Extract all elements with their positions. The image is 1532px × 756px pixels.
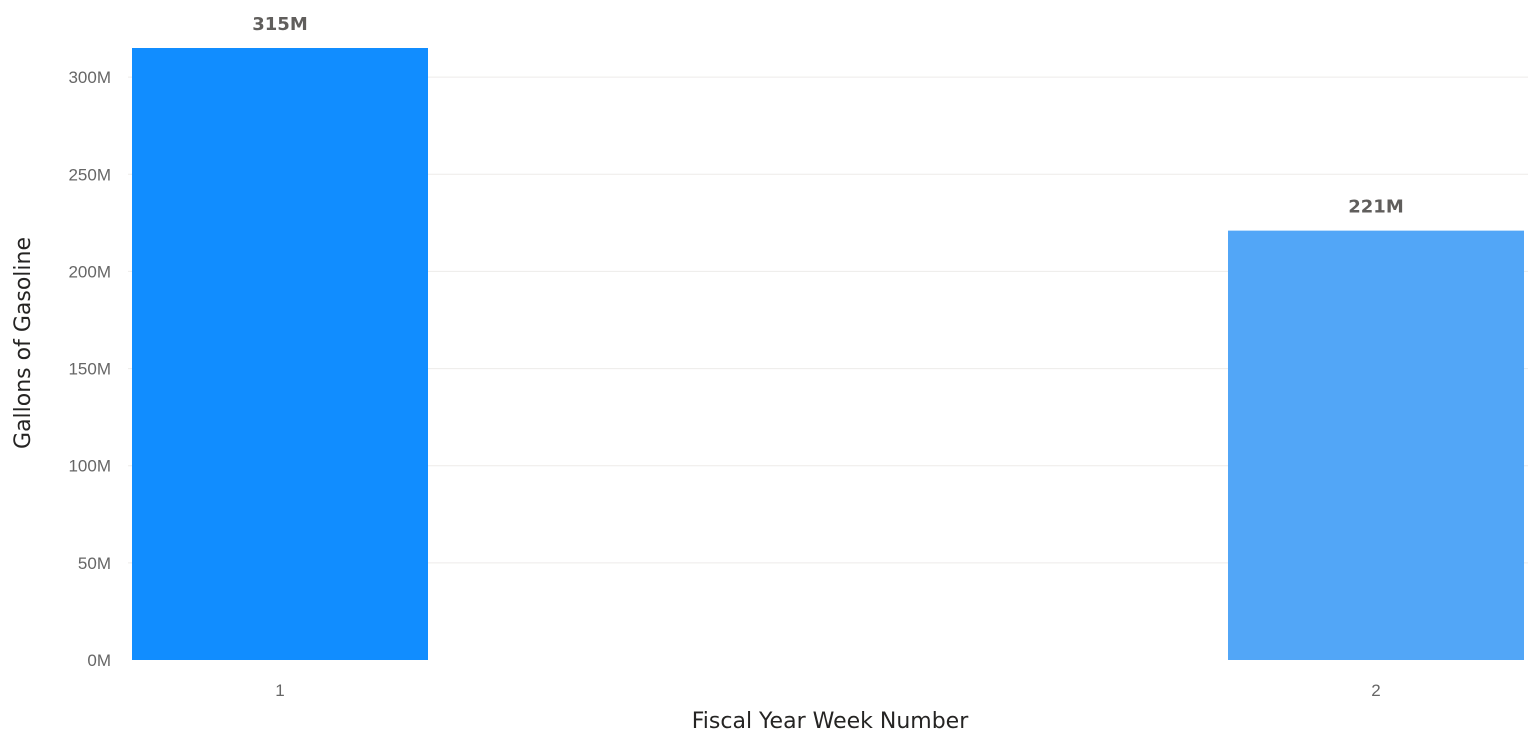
bar-week-2[interactable] [1228,230,1524,660]
x-axis-title: Fiscal Year Week Number [692,709,969,734]
data-label: 315M [252,14,308,35]
y-tick-label: 200M [68,262,111,281]
bar-week-1[interactable] [132,48,428,660]
y-axis-title: Gallons of Gasoline [11,237,36,449]
y-tick-label: 50M [78,554,111,573]
y-tick-label: 0M [87,651,111,670]
y-tick-label: 150M [68,360,111,379]
data-label: 221M [1348,197,1404,218]
data-labels: 315M 221M [252,14,1404,218]
y-tick-label: 100M [68,457,111,476]
y-axis-ticks: 0M 50M 100M 150M 200M 250M 300M [68,68,111,670]
x-tick-label: 2 [1371,681,1380,700]
x-tick-label: 1 [275,681,284,700]
y-tick-label: 250M [68,165,111,184]
bars [132,48,1524,660]
y-tick-label: 300M [68,68,111,87]
